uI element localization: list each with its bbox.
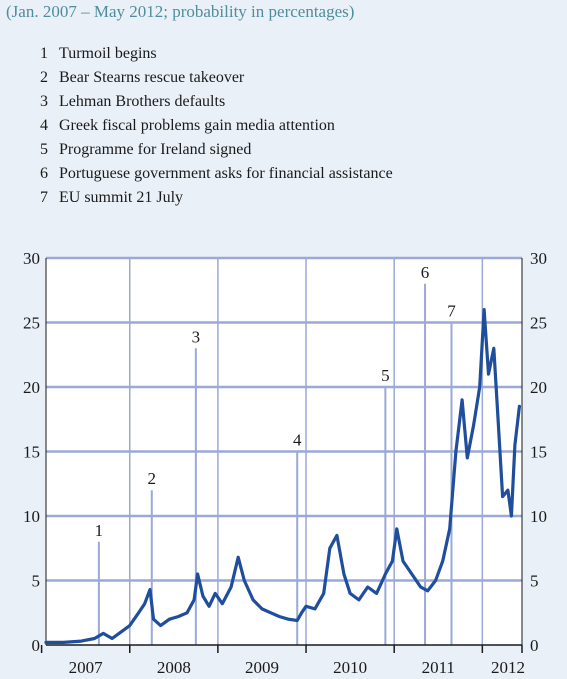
chart-subtitle: (Jan. 2007 – May 2012; probability in pe… [6,2,355,21]
event-label: Portuguese government asks for financial… [59,165,393,182]
y-tick-label-left: 5 [32,572,41,591]
y-tick-label-right: 15 [530,443,547,462]
x-tick-label: 2012 [491,658,525,677]
y-tick-label-right: 0 [530,636,539,655]
event-marker-label: 3 [192,327,201,346]
event-number: 3 [40,93,48,110]
event-label: Programme for Ireland signed [59,141,252,158]
y-tick-label-right: 5 [530,572,539,591]
event-number: 7 [40,189,48,206]
event-marker-label: 1 [95,521,104,540]
y-tick-label-left: 0 [32,636,41,655]
event-number: 6 [40,165,48,182]
y-tick-label-right: 30 [530,249,547,268]
event-legend-item: 3 Lehman Brothers defaults [40,90,393,114]
event-legend: 1 Turmoil begins 2 Bear Stearns rescue tak… [40,42,393,210]
y-tick-label-right: 10 [530,507,547,526]
y-tick-label-left: 30 [23,249,40,268]
x-tick-label: 2007 [69,658,104,677]
event-legend-item: 2 Bear Stearns rescue takeover [40,66,393,90]
event-label: Lehman Brothers defaults [59,93,226,110]
event-marker-label: 6 [421,263,430,282]
event-number: 5 [40,141,48,158]
series-line [44,308,522,645]
event-marker-label: 5 [381,366,390,385]
event-label: Turmoil begins [59,45,157,62]
event-marker-label: 7 [447,302,456,321]
event-legend-item: 4 Greek fiscal problems gain media attent… [40,114,393,138]
event-legend-item: 5 Programme for Ireland signed [40,138,393,162]
y-tick-label-left: 10 [23,507,40,526]
event-legend-item: 6 Portuguese government asks for financia… [40,162,393,186]
event-marker-label: 2 [148,469,157,488]
event-marker-label: 4 [293,431,302,450]
event-label: EU summit 21 July [59,189,184,206]
y-tick-label-left: 15 [23,443,40,462]
event-legend-item: 7 EU summit 21 July [40,186,393,210]
y-tick-label-right: 20 [530,378,547,397]
x-tick-label: 2011 [422,658,455,677]
x-tick-label: 2008 [157,658,191,677]
x-tick-label: 2010 [333,658,367,677]
y-tick-label-right: 25 [530,314,547,333]
event-legend-item: 1 Turmoil begins [40,42,393,66]
event-label: Greek fiscal problems gain media attenti… [59,117,335,134]
event-number: 2 [40,69,48,86]
event-number: 4 [40,117,48,134]
y-tick-label-left: 25 [23,314,40,333]
event-label: Bear Stearns rescue takeover [59,69,245,86]
y-tick-label-left: 20 [23,378,40,397]
event-number: 1 [40,45,48,62]
x-tick-label: 2009 [245,658,279,677]
